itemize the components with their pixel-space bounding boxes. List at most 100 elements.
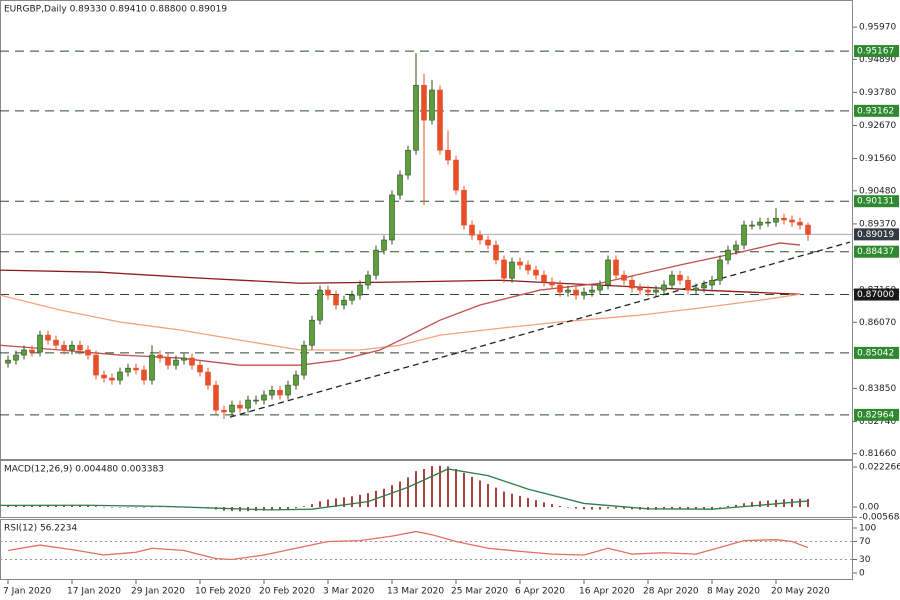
macd-bar [599,507,601,510]
macd-bar [327,499,329,508]
candle-body [669,274,675,286]
y-tick-label: 100 [859,523,876,533]
macd-bar [319,501,321,508]
candle-body [341,299,347,306]
macd-bar [487,484,489,508]
macd-bar [287,507,289,510]
candle-body [501,259,507,279]
candle-body [405,149,411,176]
macd-bar [79,505,81,508]
level-label: 0.95167 [857,47,894,57]
y-tick-label: 0.95970 [859,23,896,33]
macd-bar [551,504,553,508]
macd-bar [103,506,105,508]
macd-bar [607,507,609,509]
macd-bar [31,505,33,508]
candle-body [421,84,427,121]
y-tick-label: 70 [859,537,871,547]
candle-body [653,289,659,293]
macd-bar [711,507,713,509]
macd-bar [583,507,585,510]
macd-bar [399,481,401,508]
trendline [229,241,851,418]
macd-bar [87,505,89,508]
candle-body [157,354,163,359]
candle-body [317,289,323,321]
y-tick-label: 0.82740 [859,417,896,427]
candle-body [485,239,491,246]
candle-body [573,289,579,296]
macd-bar [679,507,681,509]
rsi-panel [0,519,853,580]
candle-body [757,221,763,226]
candle-body [285,384,291,396]
candle-body [269,389,275,396]
level-tag [854,245,899,258]
candle-body [349,294,355,301]
candle-body [229,404,235,413]
y-tick-label: 0.83850 [859,384,896,394]
macd-bar [447,466,449,508]
candle-body [621,274,627,281]
candle-body [541,274,547,283]
macd-bar [23,505,25,508]
y-tick-label: 0.89370 [859,219,896,229]
macd-bar [295,507,297,509]
macd-bar [519,495,521,508]
candle-body [589,289,595,293]
macd-bar [719,507,721,508]
candle-body [181,357,187,361]
x-tick-label: 6 Apr 2020 [515,587,565,597]
macd-bar [151,506,153,508]
candle-body [549,281,555,286]
macd-bar [7,505,9,508]
candle-body [13,354,19,361]
candle-body [637,287,643,291]
macd-bar [615,507,617,509]
macd-bar [63,505,65,508]
candle-body [389,194,395,241]
candle-body [461,189,467,226]
candle-body [453,159,459,191]
macd-panel [0,460,853,518]
macd-bar [479,480,481,508]
candle-body [61,344,67,351]
macd-bar [335,498,337,508]
x-tick-label: 20 May 2020 [771,587,830,597]
macd-bar [503,491,505,508]
macd-bar [535,500,537,508]
candle-body [629,279,635,289]
level-label: 0.88437 [857,247,894,257]
macd-bar [751,502,753,508]
macd-bar [407,477,409,508]
candle-body [237,404,243,409]
macd-bar [759,501,761,508]
candle-body [557,284,563,293]
candle-body [77,344,83,351]
macd-bar [415,471,417,508]
candle-body [781,217,787,221]
level-tag [854,104,899,117]
level-tag [854,408,899,421]
y-tick-label: 0.93780 [859,88,896,98]
candle-body [437,89,443,151]
candle-body [517,261,523,266]
macd-bar [623,507,625,509]
candle-body [789,219,795,223]
macd-bar [735,504,737,508]
x-tick-label: 28 Apr 2020 [643,587,699,597]
macd-bar [279,507,281,510]
candle-body [797,221,803,226]
x-tick-label: 17 Jan 2020 [67,587,121,597]
candle-body [661,284,667,291]
candle-body [293,374,299,386]
level-label: 0.90131 [857,197,894,207]
candle-body [85,349,91,356]
macd-bar [799,498,801,508]
level-tag [854,288,899,301]
macd-bar [119,507,121,508]
candle-body [149,354,155,381]
candle-body [469,224,475,236]
moving-average [0,242,801,366]
